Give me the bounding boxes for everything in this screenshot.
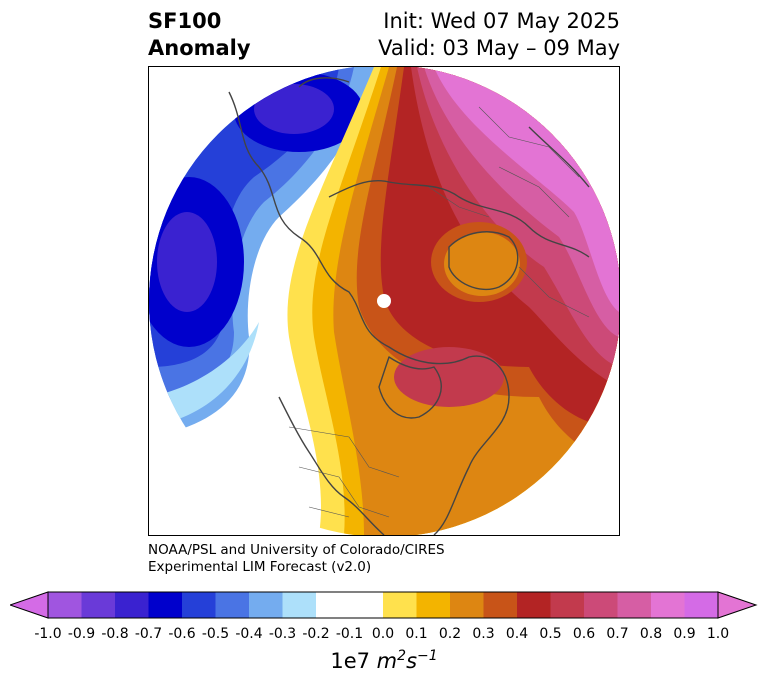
colorbar-tick-label: -0.1 bbox=[335, 626, 364, 642]
colorbar-tick-label: 0.2 bbox=[438, 626, 462, 642]
colorbar-cell bbox=[550, 592, 585, 618]
colorbar-cell bbox=[81, 592, 116, 618]
colorbar-cell bbox=[115, 592, 149, 618]
colorbar-cell bbox=[383, 592, 417, 618]
colorbar bbox=[10, 591, 758, 619]
colorbar-cell bbox=[684, 592, 719, 618]
colorbar-units: 1e7 m2s−1 bbox=[0, 648, 768, 673]
colorbar-tick-label: 1.0 bbox=[706, 626, 730, 642]
colorbar-cell bbox=[450, 592, 484, 618]
colorbar-cell bbox=[249, 592, 283, 618]
colorbar-cell bbox=[148, 592, 183, 618]
colorbar-cell bbox=[182, 592, 216, 618]
colorbar-tick-label: 0.6 bbox=[572, 626, 596, 642]
colorbar-tick-label: -0.2 bbox=[302, 626, 330, 642]
colorbar-cell bbox=[483, 592, 518, 618]
colorbar-under-arrow bbox=[10, 591, 49, 619]
colorbar-tick-label: 0.7 bbox=[606, 626, 629, 642]
field-type-label: Anomaly bbox=[148, 36, 251, 60]
units-base: 1e7 bbox=[330, 649, 377, 673]
valid-range: Valid: 03 May – 09 May bbox=[378, 36, 620, 60]
init-date: Init: Wed 07 May 2025 bbox=[383, 9, 620, 33]
colorbar-tick-label: 0.1 bbox=[405, 626, 428, 642]
map-title: SF100 Anomaly bbox=[148, 8, 251, 62]
colorbar-cell bbox=[651, 592, 685, 618]
colorbar-tick-label: -0.3 bbox=[268, 626, 297, 642]
colorbar-tick-label: -1.0 bbox=[34, 626, 62, 642]
map-panel bbox=[148, 66, 620, 536]
colorbar-tick-label: -0.7 bbox=[134, 626, 163, 642]
credit-line-2: Experimental LIM Forecast (v2.0) bbox=[148, 559, 372, 575]
colorbar-tick-label: -0.6 bbox=[168, 626, 196, 642]
colorbar-tick-label: -0.5 bbox=[201, 626, 230, 642]
colorbar-cell bbox=[316, 592, 350, 618]
colorbar-tick-label: -0.9 bbox=[67, 626, 96, 642]
polar-map bbox=[149, 67, 619, 535]
colorbar-cell bbox=[517, 592, 551, 618]
colorbar-tick-label: 0.3 bbox=[472, 626, 495, 642]
units-s: s bbox=[406, 649, 418, 673]
colorbar-tick-label: 0.8 bbox=[639, 626, 663, 642]
colorbar-cell bbox=[48, 592, 82, 618]
colorbar-tick-label: 0.9 bbox=[673, 626, 696, 642]
colorbar-cell bbox=[617, 592, 652, 618]
units-s-exponent: −1 bbox=[417, 648, 438, 664]
colorbar-tick-label: 0.5 bbox=[539, 626, 562, 642]
forecast-dates: Init: Wed 07 May 2025 Valid: 03 May – 09… bbox=[378, 8, 620, 62]
borders bbox=[288, 106, 590, 518]
coastlines bbox=[228, 77, 590, 535]
credit-text: NOAA/PSL and University of Colorado/CIRE… bbox=[148, 542, 445, 576]
variable-label: SF100 bbox=[148, 9, 222, 33]
units-m-exponent: 2 bbox=[397, 648, 407, 664]
colorbar-cell bbox=[349, 592, 384, 618]
colorbar-outline bbox=[47, 591, 719, 619]
colorbar-cell bbox=[416, 592, 451, 618]
units-m: m bbox=[376, 649, 398, 673]
colorbar-tick-label: -0.8 bbox=[101, 626, 129, 642]
credit-line-1: NOAA/PSL and University of Colorado/CIRE… bbox=[148, 542, 445, 558]
colorbar-tick-label: -0.4 bbox=[235, 626, 263, 642]
colorbar-tick-label: 0.0 bbox=[371, 626, 395, 642]
colorbar-cell bbox=[282, 592, 317, 618]
colorbar-cell bbox=[215, 592, 250, 618]
colorbar-tick-label: 0.4 bbox=[505, 626, 529, 642]
anomaly-field bbox=[149, 67, 619, 535]
colorbar-cell bbox=[584, 592, 618, 618]
colorbar-over-arrow bbox=[717, 591, 758, 619]
